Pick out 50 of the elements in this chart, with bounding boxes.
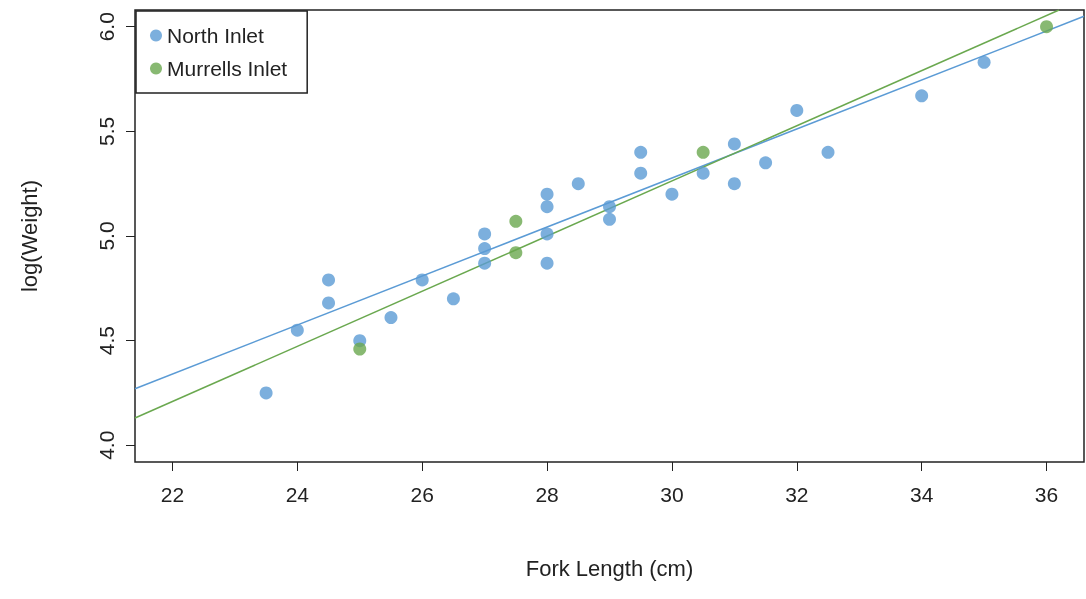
point	[478, 227, 492, 241]
point	[571, 177, 585, 191]
y-tick-label: 6.0	[95, 12, 118, 42]
y-tick-label: 4.0	[95, 430, 118, 460]
point	[634, 166, 648, 180]
x-tick-label: 24	[285, 483, 310, 506]
point	[478, 256, 492, 270]
point	[603, 200, 616, 214]
point	[727, 137, 741, 151]
point	[540, 227, 554, 241]
y-axis-title: log(Weight)	[16, 179, 42, 293]
x-tick-label: 30	[660, 483, 684, 506]
point	[790, 103, 804, 117]
point	[759, 156, 773, 170]
legend-label: Murrells Inlet	[167, 57, 288, 80]
point	[322, 296, 336, 310]
point	[977, 55, 991, 69]
point	[446, 292, 460, 306]
point	[821, 145, 835, 159]
point	[634, 145, 648, 159]
point	[665, 187, 679, 201]
point	[415, 273, 429, 287]
point	[727, 177, 741, 191]
point	[915, 89, 929, 103]
x-axis-title: Fork Length (cm)	[525, 555, 694, 581]
point	[478, 242, 492, 256]
x-tick-label: 34	[909, 483, 934, 506]
point	[509, 214, 523, 228]
point	[290, 323, 304, 337]
point	[696, 145, 710, 159]
y-tick-label: 4.5	[95, 326, 118, 356]
point	[1040, 20, 1054, 34]
point	[384, 311, 398, 325]
point	[322, 273, 336, 287]
x-tick-label: 28	[535, 483, 559, 506]
point	[540, 187, 554, 201]
point	[259, 386, 273, 400]
point	[540, 200, 554, 214]
y-tick-label: 5.0	[95, 221, 118, 251]
point	[540, 256, 554, 270]
x-tick-label: 22	[160, 483, 185, 506]
point	[353, 342, 367, 356]
y-tick-label: 5.5	[95, 116, 118, 146]
x-tick-label: 26	[410, 483, 434, 506]
legend-label: North Inlet	[167, 24, 265, 47]
x-tick-label: 36	[1034, 483, 1059, 506]
point	[509, 246, 523, 260]
x-tick-label: 32	[785, 483, 809, 506]
point	[603, 212, 616, 226]
point	[696, 166, 710, 180]
